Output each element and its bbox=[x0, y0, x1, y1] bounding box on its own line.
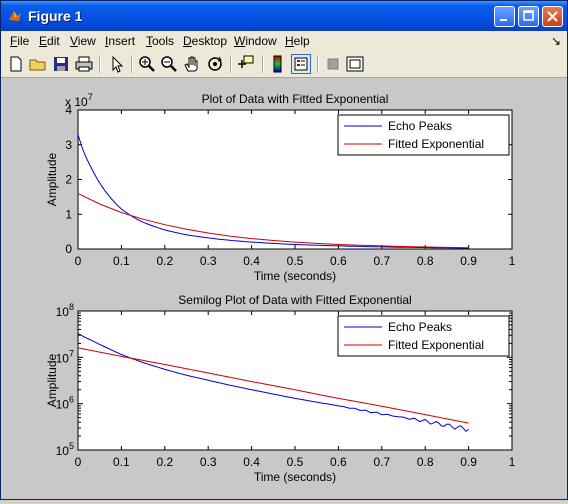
legend-box bbox=[337, 315, 510, 357]
axes-2: 0 0.1 0.2 0.3 0.4 0.5 0.6 0.7 0.8 0.9 1 105 106 107 10… bbox=[45, 293, 516, 484]
y-tick-label: 105 bbox=[56, 441, 74, 458]
show-plot-tools-icon[interactable] bbox=[345, 54, 365, 74]
x-tick-label: 0.5 bbox=[287, 254, 304, 268]
maximize-icon bbox=[523, 10, 534, 21]
toolbar-separator bbox=[262, 55, 264, 73]
print-icon[interactable] bbox=[74, 54, 94, 74]
x-tick-label: 0.1 bbox=[113, 254, 130, 268]
x-tick-label: 1 bbox=[509, 254, 516, 268]
title-bar[interactable]: Figure 1 bbox=[1, 1, 567, 31]
legend-entry: Fitted Exponential bbox=[388, 338, 484, 352]
series-echo-peaks-line bbox=[77, 134, 469, 249]
legend-box bbox=[337, 114, 510, 156]
x-tick-label: 0 bbox=[75, 254, 82, 268]
y-axis-label: Amplitude bbox=[45, 354, 59, 408]
series-fitted-exponential-line bbox=[77, 192, 469, 249]
y-tick-label: 4 bbox=[65, 103, 72, 117]
toolbar-separator bbox=[131, 55, 133, 73]
menu-desktop[interactable]: Desktop bbox=[183, 34, 228, 48]
y-tick-label: 3 bbox=[65, 138, 72, 152]
dock-arrow-icon[interactable]: ↘ bbox=[551, 34, 562, 48]
x-tick-label: 0.4 bbox=[243, 455, 260, 469]
open-folder-icon[interactable] bbox=[28, 54, 48, 74]
legend[interactable]: Echo Peaks Fitted Exponential bbox=[337, 114, 510, 156]
x-tick-label: 0.3 bbox=[200, 455, 217, 469]
axes-title: Plot of Data with Fitted Exponential bbox=[202, 92, 389, 106]
toolbar-separator bbox=[99, 55, 101, 73]
x-tick-label: 0.8 bbox=[417, 254, 434, 268]
x-tick-label: 0.6 bbox=[330, 254, 347, 268]
close-icon bbox=[547, 11, 558, 22]
figure-toolbar bbox=[1, 51, 567, 78]
hide-plot-tools-icon[interactable] bbox=[323, 54, 343, 74]
x-tick-label: 0.1 bbox=[113, 455, 130, 469]
axes-title: Semilog Plot of Data with Fitted Exponen… bbox=[178, 293, 411, 307]
legend-entry: Echo Peaks bbox=[388, 320, 452, 334]
window-title: Figure 1 bbox=[28, 8, 83, 24]
pan-hand-icon[interactable] bbox=[182, 54, 202, 74]
minimize-icon bbox=[500, 19, 507, 21]
menu-help[interactable]: Help bbox=[285, 34, 310, 48]
series-fitted-exponential-line bbox=[77, 347, 469, 424]
y-tick-label: 0 bbox=[65, 242, 72, 256]
x-tick-label: 0.2 bbox=[156, 455, 173, 469]
new-file-icon[interactable] bbox=[6, 54, 26, 74]
y-tick-label: 2 bbox=[65, 173, 72, 187]
toolbar-separator bbox=[317, 55, 319, 73]
x-tick-label: 0.4 bbox=[243, 254, 260, 268]
maximize-button[interactable] bbox=[518, 6, 539, 27]
menu-file[interactable]: File bbox=[10, 34, 30, 48]
figure-canvas: 0 0.1 0.2 0.3 0.4 0.5 0.6 0.7 0.8 0.9 1 0 1 2 3 4 x 107 P… bbox=[1, 78, 567, 499]
x-tick-label: 0.9 bbox=[460, 254, 477, 268]
x-tick-label: 0.9 bbox=[460, 455, 477, 469]
y-tick-label: 108 bbox=[56, 302, 74, 319]
menu-view[interactable]: View bbox=[70, 34, 96, 48]
x-axis-label: Time (seconds) bbox=[254, 269, 336, 283]
y-tick-label: 1 bbox=[65, 207, 72, 221]
x-tick-label: 0.7 bbox=[373, 254, 390, 268]
save-icon[interactable] bbox=[51, 54, 71, 74]
x-tick-label: 0.5 bbox=[287, 455, 304, 469]
x-tick-label: 0.8 bbox=[417, 455, 434, 469]
legend-icon[interactable] bbox=[291, 54, 311, 74]
legend-entry: Fitted Exponential bbox=[388, 137, 484, 151]
matlab-logo-icon bbox=[9, 11, 21, 21]
x-tick-label: 0.2 bbox=[156, 254, 173, 268]
close-button[interactable] bbox=[542, 6, 563, 27]
x-tick-label: 0 bbox=[75, 455, 82, 469]
x-tick-label: 0.6 bbox=[330, 455, 347, 469]
x-axis-label: Time (seconds) bbox=[254, 470, 336, 484]
y-tick-label: 106 bbox=[56, 395, 74, 412]
zoom-in-icon[interactable] bbox=[137, 54, 157, 74]
minimize-button[interactable] bbox=[494, 6, 515, 27]
x-tick-label: 0.3 bbox=[200, 254, 217, 268]
rotate-3d-icon[interactable] bbox=[205, 54, 225, 74]
menu-tools[interactable]: Tools bbox=[146, 34, 175, 48]
legend-entry: Echo Peaks bbox=[388, 119, 452, 133]
colorbar-icon[interactable] bbox=[268, 54, 288, 74]
plots-svg: 0 0.1 0.2 0.3 0.4 0.5 0.6 0.7 0.8 0.9 1 0 1 2 3 4x 107 P… bbox=[45, 92, 516, 484]
menu-window[interactable]: Window bbox=[234, 34, 277, 48]
menu-bar: File Edit View Insert Tools Desktop Window Help… bbox=[1, 31, 567, 51]
x-tick-label: 0.7 bbox=[373, 455, 390, 469]
data-cursor-icon[interactable] bbox=[236, 54, 256, 74]
x-tick-label: 1 bbox=[509, 455, 516, 469]
pointer-icon[interactable] bbox=[107, 54, 127, 74]
menu-edit[interactable]: Edit bbox=[39, 34, 60, 48]
y-axis-label: Amplitude bbox=[45, 153, 59, 207]
y-exponent-label: x 107 bbox=[65, 92, 93, 109]
toolbar-separator bbox=[230, 55, 232, 73]
legend[interactable]: Echo Peaks Fitted Exponential bbox=[337, 315, 510, 357]
zoom-out-icon[interactable] bbox=[159, 54, 179, 74]
y-tick-label: 107 bbox=[56, 348, 74, 365]
series-echo-peaks-line bbox=[77, 332, 469, 432]
menu-insert[interactable]: Insert bbox=[105, 34, 136, 48]
axes-1: 0 0.1 0.2 0.3 0.4 0.5 0.6 0.7 0.8 0.9 1 0 1 2 3 4x 107 P… bbox=[45, 92, 516, 283]
